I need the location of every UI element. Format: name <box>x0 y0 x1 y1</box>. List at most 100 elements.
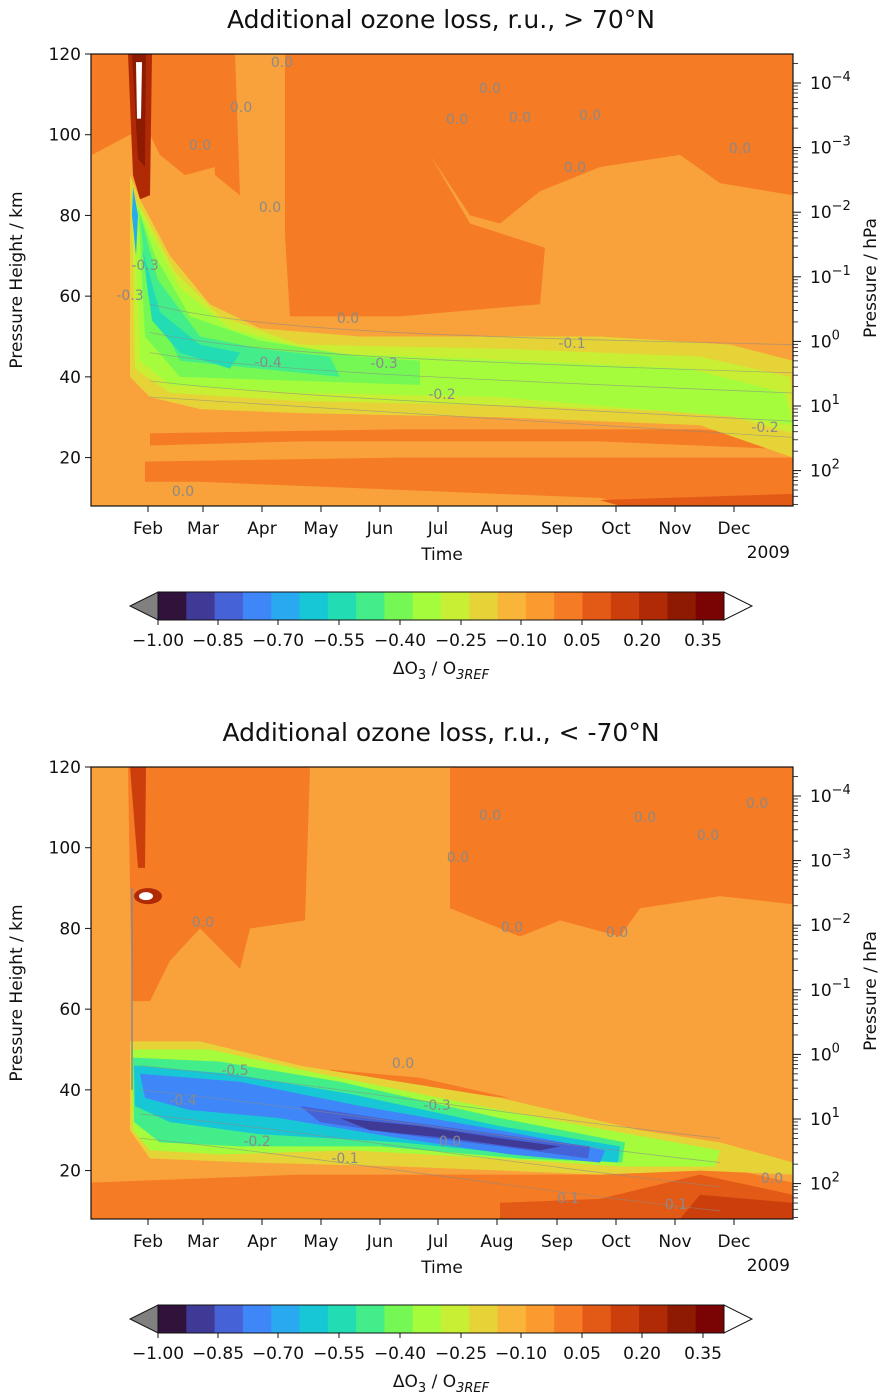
contour-label: -0.2 <box>751 420 778 436</box>
contour-label: 0.0 <box>446 112 468 128</box>
colorbar-segment <box>639 1305 668 1333</box>
contour-region <box>139 892 153 901</box>
x-tick-label: Oct <box>601 1232 631 1252</box>
contour-region <box>430 54 793 224</box>
colorbar-tick-label: −0.70 <box>252 1344 304 1364</box>
x-tick-label: Nov <box>658 519 691 539</box>
x-tick-label: Dec <box>718 519 751 539</box>
p-tick-exp: −1 <box>832 264 851 279</box>
p-tick-base: 10 <box>810 981 832 1001</box>
colorbar-segment <box>158 592 187 620</box>
colorbar-segment <box>441 592 470 620</box>
colorbar-tick-label: −0.40 <box>374 631 426 651</box>
colorbar-label: ΔO3 / O3REF <box>393 1372 490 1395</box>
chart-1: Additional ozone loss, r.u., > 70°N0.00.… <box>7 5 881 683</box>
contour-line <box>149 380 793 422</box>
contour-line <box>139 1065 721 1139</box>
colorbar-tick-label: −0.25 <box>435 1344 487 1364</box>
contour-label: 0.0 <box>501 920 523 936</box>
y-tick-label: 40 <box>59 368 81 388</box>
x-tick-label: May <box>303 519 338 539</box>
contour-label: 0.0 <box>392 1056 414 1072</box>
contour-label: 0.0 <box>479 808 501 824</box>
colorbar-segment <box>582 592 612 620</box>
contour-line <box>149 352 793 394</box>
colorbar-segment <box>554 1305 583 1333</box>
x-tick-label: Aug <box>480 519 513 539</box>
p-tick-label: 102 <box>810 1171 840 1195</box>
colorbar-tick-label: 0.05 <box>563 1344 601 1364</box>
contour-region <box>330 1069 510 1098</box>
colorbar-segment <box>356 1305 385 1333</box>
contour-region <box>340 1118 560 1151</box>
colorbar-segment <box>299 1305 329 1333</box>
y-tick-label: 20 <box>59 449 81 469</box>
chart-2: Additional ozone loss, r.u., < -70°N0.00… <box>7 718 881 1395</box>
colorbar-label-mid: / O <box>426 659 456 679</box>
p-tick-base: 10 <box>810 462 832 482</box>
colorbar-segment <box>525 1305 555 1333</box>
colorbar-segment <box>186 1305 216 1333</box>
p-tick-label: 10−3 <box>810 848 851 872</box>
p-tick-exp: −2 <box>832 912 851 927</box>
p-tick-label: 101 <box>810 1106 840 1130</box>
contour-region <box>450 767 793 937</box>
y-tick-label: 100 <box>49 839 81 859</box>
x-tick-label: May <box>303 1232 338 1252</box>
colorbar-segment <box>356 592 385 620</box>
colorbar-label: ΔO3 / O3REF <box>393 659 490 683</box>
contour-label: -0.3 <box>131 258 158 274</box>
x-tick-label: Feb <box>133 519 163 539</box>
x-tick-label: Aug <box>480 1232 513 1252</box>
contour-region <box>136 62 142 119</box>
colorbar-extend-high <box>723 591 754 621</box>
p-tick-base: 10 <box>810 1175 832 1195</box>
colorbar-label-main: ΔO <box>393 659 418 679</box>
x-tick-label: Jul <box>427 1232 449 1252</box>
colorbar-segment <box>695 592 725 620</box>
colorbar-extend-low <box>128 1304 159 1334</box>
contour-region <box>210 54 240 196</box>
colorbar-segment <box>271 1305 300 1333</box>
colorbar-tick-label: 0.35 <box>684 631 722 651</box>
y-tick-label: 120 <box>49 45 81 65</box>
colorbar: −1.00 −0.85 −0.70 −0.55 −0.40 −0.25 −0.10 0.05 0… <box>128 591 754 683</box>
x-tick-label: Nov <box>658 1232 691 1252</box>
contour-region <box>145 457 793 506</box>
colorbar-segment <box>158 1305 187 1333</box>
x-tick-label: Apr <box>247 1232 276 1252</box>
p-tick-base: 10 <box>810 916 832 936</box>
colorbar-label-sub: 3 <box>418 1381 426 1395</box>
p-tick-base: 10 <box>810 268 832 288</box>
contour-label: 0.0 <box>697 828 719 844</box>
colorbar-tick-label: −0.10 <box>495 631 547 651</box>
contour-label: 0.1 <box>557 1191 579 1207</box>
colorbar-label-main: ΔO <box>393 1372 418 1392</box>
p-tick-base: 10 <box>810 1110 832 1130</box>
colorbar-extend-low <box>128 591 159 621</box>
p-tick-base: 10 <box>810 139 832 159</box>
contour-line <box>139 1137 721 1212</box>
p-tick-label: 10−4 <box>810 70 851 94</box>
colorbar-segment <box>271 592 300 620</box>
y-tick-label: 60 <box>59 287 81 307</box>
contour-region <box>680 1194 793 1219</box>
colorbar-segment <box>469 592 499 620</box>
contour-line <box>149 332 793 374</box>
p-tick-base: 10 <box>810 787 832 807</box>
plot-area: 0.0 0.0 0.0 0.0 0.0 0.0 0.0 0.0 0.0 0.0 0.0 -0.3 -0.… <box>91 54 793 506</box>
colorbar-label-sub: 3REF <box>456 1381 490 1395</box>
colorbar-segment <box>582 1305 612 1333</box>
p-tick-label: 102 <box>810 458 840 482</box>
year-label: 2009 <box>747 543 790 563</box>
plot-area: 0.0 0.0 0.0 0.0 0.0 0.0 0.0 0.0 0.0 -0.5 -0.4 -0.2 -… <box>91 767 793 1219</box>
contour-line <box>139 1089 721 1163</box>
contour-label: 0.0 <box>259 200 281 216</box>
year-label: 2009 <box>747 1256 790 1276</box>
colorbar-tick-label: −0.10 <box>495 1344 547 1364</box>
colorbar-tick-label: −1.00 <box>132 631 184 651</box>
colorbar-segment <box>384 592 414 620</box>
contour-label: 0.0 <box>172 484 194 500</box>
x-tick-label: Feb <box>133 1232 163 1252</box>
colorbar-segment <box>497 1305 527 1333</box>
